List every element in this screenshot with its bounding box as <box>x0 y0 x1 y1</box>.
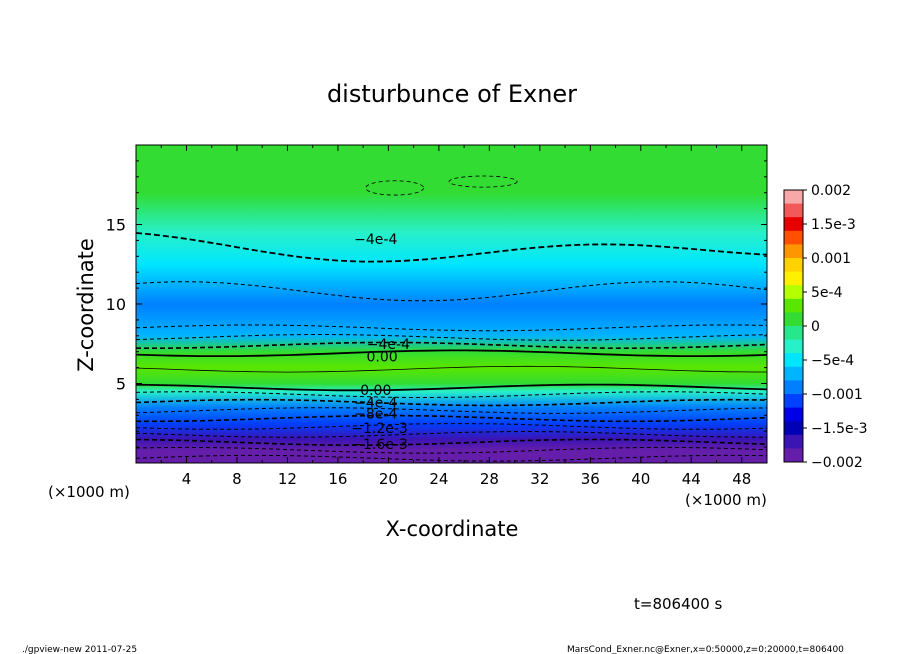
colorbar-segment <box>784 366 803 381</box>
contour-closed <box>365 180 425 196</box>
colorbar-segment <box>784 407 803 422</box>
colorbar-segment <box>784 380 803 395</box>
colorbar-segment <box>784 203 803 218</box>
colorbar-segment <box>784 448 803 463</box>
colorbar-segment <box>784 285 803 300</box>
contour-line <box>136 407 767 414</box>
colorbar-segment <box>784 394 803 409</box>
colorbar-segment <box>784 312 803 327</box>
contour-label: −4e-4 <box>354 396 397 412</box>
contour-line <box>136 365 767 373</box>
contour-line <box>136 281 767 302</box>
contour-closed <box>448 175 518 188</box>
colorbar-segment <box>784 353 803 368</box>
colorbar-segment <box>784 326 803 341</box>
x-tick-label: 20 <box>379 470 398 488</box>
contour-line <box>136 423 767 430</box>
x-unit-right: (×1000 m) <box>685 491 767 509</box>
colorbar-label: 1.5e-3 <box>811 217 856 233</box>
colorbar-segment <box>784 244 803 259</box>
contour-line <box>136 349 767 357</box>
footer-right: MarsCond_Exner.nc@Exner,x=0:50000,z=0:20… <box>567 645 844 654</box>
colorbar-segment <box>784 298 803 313</box>
colorbar-segment <box>784 339 803 354</box>
colorbar-segment <box>784 421 803 436</box>
x-tick-label: 40 <box>631 470 650 488</box>
contour-lines <box>136 175 767 462</box>
x-tick-label: 36 <box>581 470 600 488</box>
contour-line <box>136 414 767 423</box>
contour-label: −4e-4 <box>367 337 410 353</box>
colorbar-label: −0.002 <box>811 455 863 471</box>
colorbar-segment <box>784 190 803 205</box>
contour-line <box>136 341 767 349</box>
x-tick-label: 32 <box>530 470 549 488</box>
contour-label: −8e-4 <box>354 407 397 423</box>
y-tick-label: 10 <box>106 295 126 314</box>
contour-line <box>136 391 767 398</box>
colorbar-label: −5e-4 <box>811 353 854 369</box>
y-axis: 5 10 15 <box>106 160 767 448</box>
colorbar-label: −0.001 <box>811 387 863 403</box>
x-tick-label: 24 <box>429 470 448 488</box>
contour-label: −1.2e-3 <box>351 421 408 437</box>
colorbar-label: 0.002 <box>811 183 851 199</box>
colorbar-segment <box>784 434 803 449</box>
contour-label-group: −4e-4−4e-40.000.00−4e-4−8e-4−1.2e-3−1.6e… <box>351 232 410 453</box>
colorbar-segment <box>784 230 803 245</box>
chart-title: disturbunce of Exner <box>327 80 577 108</box>
x-tick-label: 16 <box>328 470 347 488</box>
contour-label: −1.6e-3 <box>351 437 408 453</box>
colorbar-label: −1.5e-3 <box>811 421 868 437</box>
contour-label: 0.00 <box>360 383 391 399</box>
x-tick-label: 12 <box>278 470 297 488</box>
colorbar-label: 0.001 <box>811 251 851 267</box>
field-fill <box>136 145 767 463</box>
contour-line <box>136 398 767 407</box>
contour-label: −4e-4 <box>354 232 397 248</box>
contour-line <box>136 324 767 332</box>
colorbar-segment <box>784 271 803 286</box>
colorbar-segment <box>784 217 803 232</box>
time-label: t=806400 s <box>634 595 722 613</box>
x-tick-label: 28 <box>480 470 499 488</box>
colorbar-label: 0 <box>811 319 820 335</box>
x-tick-label: 8 <box>232 470 242 488</box>
contour-line <box>136 383 767 392</box>
colorbar-segment <box>784 258 803 273</box>
contour-label: 0.00 <box>367 349 398 365</box>
contour-line <box>136 438 767 446</box>
y-axis-label: Z-coordinate <box>74 238 98 372</box>
colorbar-labels: 0.002 1.5e-3 0.001 5e-4 0 −5e-4 −0.001 −1.5e-3 −… <box>803 183 868 471</box>
contour-line <box>136 232 767 263</box>
x-tick-label: 4 <box>182 470 192 488</box>
x-axis-label: X-coordinate <box>386 517 519 541</box>
colorbar-label: 5e-4 <box>811 285 843 301</box>
footer-left: ./gpview-new 2011-07-25 <box>22 645 137 654</box>
x-axis: 4 8 12 16 20 24 28 32 36 40 44 48 <box>160 145 751 488</box>
x-unit-left: (×1000 m) <box>48 483 130 501</box>
contour-line <box>136 334 767 341</box>
x-tick-label: 48 <box>732 470 751 488</box>
contour-line <box>136 430 767 438</box>
plot-area: −4e-4−4e-40.000.00−4e-4−8e-4−1.2e-3−1.6e… <box>135 144 768 464</box>
y-tick-label: 5 <box>116 375 126 394</box>
contour-line <box>136 454 767 462</box>
colorbar <box>783 189 804 463</box>
x-tick-label: 44 <box>682 470 701 488</box>
contour-line <box>136 446 767 454</box>
y-tick-label: 15 <box>106 216 126 235</box>
